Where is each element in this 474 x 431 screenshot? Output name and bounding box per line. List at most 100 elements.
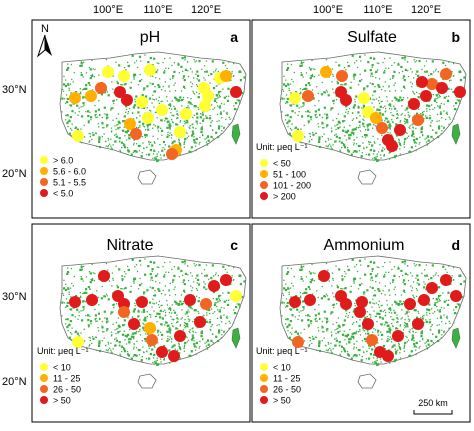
forest-speck: [402, 96, 405, 99]
forest-speck: [157, 128, 159, 130]
forest-speck: [312, 272, 314, 274]
forest-speck: [353, 142, 355, 144]
forest-speck: [300, 72, 302, 74]
forest-speck: [376, 155, 378, 157]
forest-speck: [166, 339, 169, 342]
forest-speck: [373, 310, 375, 312]
forest-speck: [340, 84, 342, 86]
forest-speck: [314, 308, 316, 311]
forest-speck: [231, 73, 233, 75]
scale-bar-label: 250 km: [418, 398, 448, 408]
site-marker: [289, 296, 301, 308]
forest-speck: [114, 329, 116, 331]
forest-speck: [414, 61, 416, 63]
forest-speck: [300, 277, 303, 280]
forest-speck: [223, 110, 225, 112]
forest-speck: [366, 311, 368, 313]
forest-speck: [341, 288, 343, 290]
forest-speck: [359, 277, 361, 280]
forest-speck: [282, 292, 284, 295]
forest-speck: [443, 103, 445, 105]
site-marker: [454, 86, 466, 98]
forest-speck: [311, 138, 313, 141]
forest-speck: [187, 70, 189, 72]
forest-speck: [321, 121, 323, 123]
forest-speck: [233, 62, 235, 65]
forest-speck: [303, 265, 305, 268]
forest-speck: [179, 325, 181, 327]
forest-speck: [435, 131, 438, 134]
forest-speck: [345, 69, 347, 71]
forest-speck: [178, 343, 180, 345]
forest-speck: [456, 108, 458, 111]
forest-speck: [196, 91, 198, 93]
forest-speck: [332, 99, 335, 103]
forest-speck: [390, 134, 393, 136]
forest-speck: [67, 329, 69, 332]
forest-speck: [364, 340, 366, 342]
forest-speck: [180, 144, 182, 147]
forest-speck: [104, 113, 106, 115]
forest-speck: [362, 329, 364, 331]
site-marker: [450, 290, 462, 302]
forest-speck: [425, 320, 428, 323]
forest-speck: [125, 343, 128, 345]
forest-speck: [300, 265, 303, 267]
forest-speck: [355, 143, 358, 145]
forest-speck: [171, 119, 173, 121]
forest-speck: [291, 282, 293, 285]
forest-speck: [336, 124, 338, 126]
forest-speck: [334, 329, 336, 331]
forest-speck: [147, 123, 150, 126]
forest-speck: [208, 117, 212, 120]
forest-speck: [371, 348, 374, 351]
forest-speck: [159, 316, 162, 319]
forest-speck: [346, 351, 349, 353]
site-marker: [146, 334, 158, 346]
forest-speck: [164, 69, 166, 72]
forest-speck: [163, 71, 166, 74]
forest-speck: [183, 56, 186, 59]
forest-speck: [195, 137, 198, 140]
forest-speck: [350, 153, 353, 156]
forest-speck: [155, 360, 157, 362]
forest-speck: [223, 300, 226, 303]
forest-speck: [396, 321, 398, 324]
forest-speck: [181, 105, 183, 107]
forest-speck: [415, 142, 418, 144]
forest-speck: [395, 358, 397, 360]
forest-speck: [168, 289, 170, 291]
forest-speck: [330, 138, 332, 140]
site-marker: [304, 294, 316, 306]
forest-speck: [160, 331, 162, 333]
forest-speck: [110, 147, 112, 149]
forest-speck: [123, 84, 125, 86]
forest-speck: [96, 320, 98, 322]
forest-speck: [67, 287, 70, 290]
forest-speck: [290, 308, 293, 311]
forest-speck: [315, 336, 317, 339]
forest-speck: [332, 348, 334, 350]
forest-speck: [314, 318, 316, 320]
forest-speck: [71, 129, 73, 131]
forest-speck: [433, 99, 437, 102]
forest-speck: [182, 302, 184, 305]
forest-speck: [107, 341, 109, 344]
forest-speck: [67, 83, 70, 86]
forest-speck: [384, 273, 386, 276]
forest-speck: [361, 156, 363, 158]
forest-speck: [318, 145, 322, 149]
forest-speck: [375, 360, 377, 362]
forest-speck: [200, 331, 203, 334]
forest-speck: [217, 71, 219, 73]
forest-speck: [334, 338, 336, 340]
legend-label: > 50: [53, 396, 71, 406]
unit-label: Unit: μeq L⁻¹: [37, 346, 88, 356]
forest-speck: [224, 64, 227, 67]
forest-speck: [434, 274, 437, 276]
forest-speck: [318, 138, 321, 141]
forest-speck: [221, 125, 223, 127]
forest-speck: [358, 120, 361, 123]
forest-speck: [112, 348, 114, 350]
forest-speck: [139, 124, 141, 127]
